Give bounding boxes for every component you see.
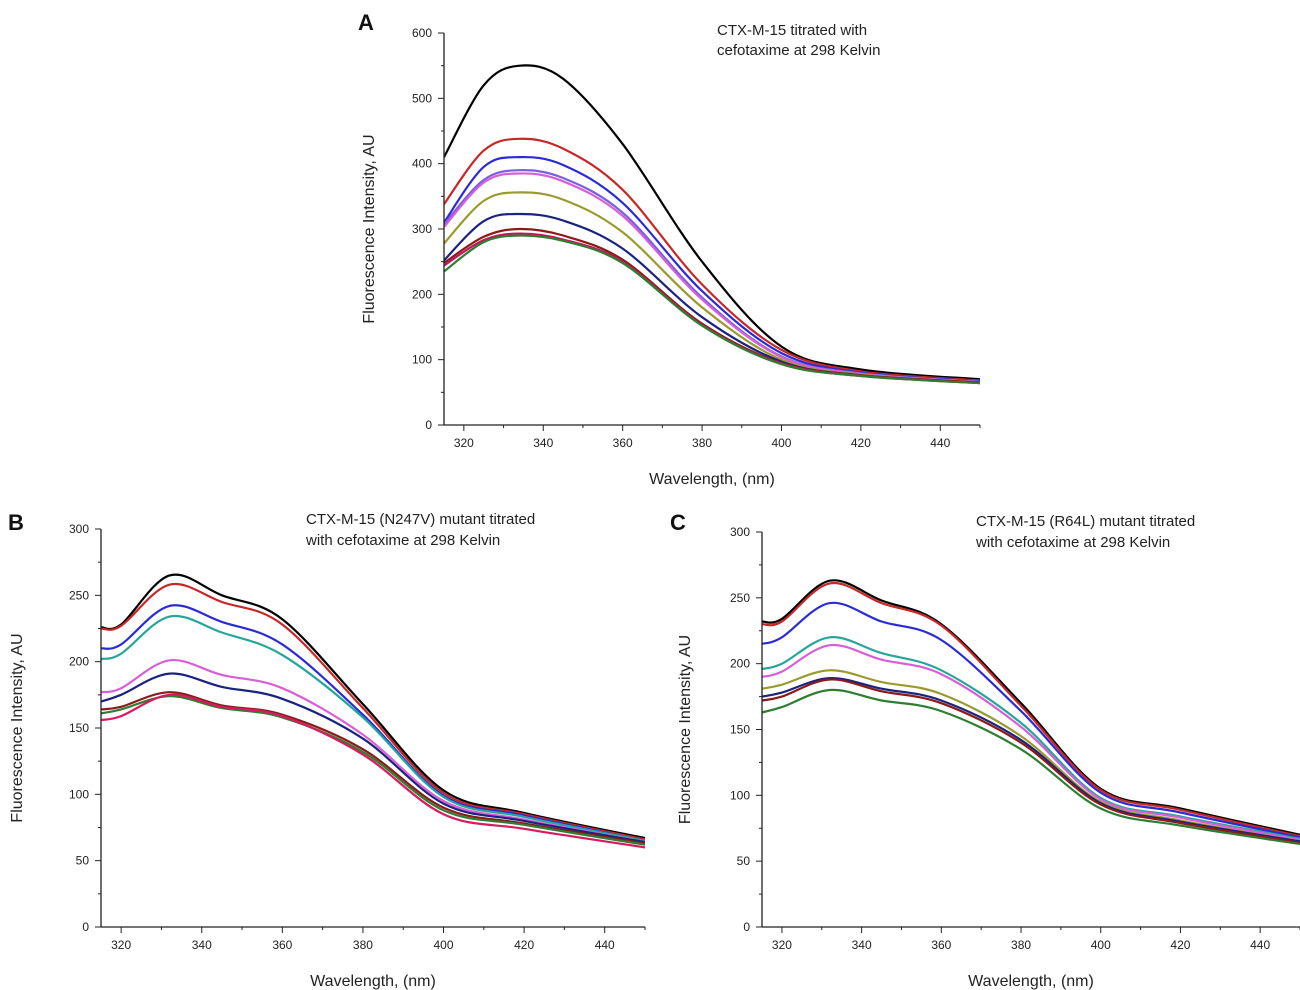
x-axis-title: Wavelength, (nm) [310,973,436,990]
x-tick-label: 400 [1091,938,1111,952]
y-axis-title: Fluorescence Intensity, AU [361,134,378,323]
series-group [444,64,980,385]
series-line-3 [444,155,980,383]
x-tick-label: 380 [353,938,373,952]
y-tick-label: 250 [69,588,89,602]
y-tick-label: 250 [730,591,750,605]
y-tick-label: 600 [412,26,432,40]
panel-annotation: CTX-M-15 titrated with [717,22,867,39]
y-tick-label: 400 [412,157,432,171]
y-tick-label: 300 [730,525,750,539]
x-tick-label: 400 [434,938,454,952]
y-tick-label: 300 [412,222,432,236]
chart-panel-b: 320 340 360 380 400 420 440 0 50 100 150 200 250 300 W… [8,510,646,990]
y-axis-title: Fluorescence Intensity, AU [9,633,26,822]
x-tick-label: 420 [514,938,534,952]
series-line-3 [762,601,1300,839]
x-tick-label: 380 [1011,938,1031,952]
series-line-1 [444,64,980,381]
x-axis-title: Wavelength, (nm) [968,973,1094,990]
y-tick-label: 100 [69,787,89,801]
y-tick-label: 100 [412,353,432,367]
series-line-5 [444,172,980,383]
y-tick-label: 200 [730,657,750,671]
y-tick-label: 150 [730,723,750,737]
x-tick-label: 420 [1170,938,1190,952]
series-line-5 [101,659,645,844]
y-axis-title: Fluorescence Intensity, AU [677,635,694,824]
series-line-3 [101,604,645,842]
series-line-7 [762,676,1300,843]
series-line-10 [444,234,980,385]
panel-annotation: CTX-M-15 (R64L) mutant titrated [976,513,1195,530]
y-tick-label: 0 [425,418,432,432]
series-line-2 [101,582,645,841]
series-line-4 [444,169,980,383]
y-tick-label: 200 [69,655,89,669]
panel-annotation: cefotaxime at 298 Kelvin [717,42,880,59]
y-tick-label: 0 [82,920,89,934]
series-line-4 [762,636,1300,840]
x-tick-label: 360 [272,938,292,952]
x-tick-label: 320 [454,436,474,450]
y-tick-label: 50 [737,854,751,868]
panel-annotation: CTX-M-15 (N247V) mutant titrated [306,511,535,528]
series-line-2 [444,137,980,382]
panel-letter: A [358,10,374,35]
panel-annotation: with cefotaxime at 298 Kelvin [305,532,500,549]
x-tick-label: 360 [931,938,951,952]
y-tick-label: 300 [69,522,89,536]
series-group [762,579,1300,846]
x-tick-label: 420 [851,436,871,450]
series-line-9 [101,693,645,849]
y-tick-label: 50 [76,854,90,868]
x-tick-label: 440 [595,938,615,952]
chart-panel-a: 320 340 360 380 400 420 440 0 100 200 300 400 500 600… [358,10,981,488]
x-axis-title: Wavelength, (nm) [649,471,775,488]
series-line-6 [762,669,1300,843]
series-line-2 [762,581,1300,838]
series-group [101,573,645,849]
series-line-5 [762,643,1300,842]
series-line-8 [762,678,1300,844]
series-line-1 [101,573,645,840]
series-line-7 [444,212,980,384]
y-tick-label: 200 [412,287,432,301]
panel-letter: B [8,510,24,535]
chart-panel-c: 320 340 360 380 400 420 440 0 50 100 150 200 250 300 W… [670,510,1300,990]
series-line-6 [101,672,645,844]
x-tick-label: 340 [533,436,553,450]
series-line-9 [762,688,1300,846]
y-tick-label: 500 [412,91,432,105]
x-tick-label: 440 [930,436,950,450]
y-tick-label: 150 [69,721,89,735]
panel-letter: C [670,510,686,535]
y-tick-label: 0 [743,920,750,934]
panel-annotation: with cefotaxime at 298 Kelvin [975,534,1170,551]
series-line-7 [101,691,645,845]
x-tick-label: 320 [772,938,792,952]
x-tick-label: 380 [692,436,712,450]
y-tick-label: 100 [730,788,750,802]
series-line-1 [762,579,1300,836]
x-tick-label: 400 [771,436,791,450]
x-tick-label: 340 [192,938,212,952]
x-tick-label: 440 [1250,938,1270,952]
series-line-6 [444,191,980,384]
x-tick-label: 320 [111,938,131,952]
x-tick-label: 340 [852,938,872,952]
x-tick-label: 360 [613,436,633,450]
series-line-4 [101,614,645,842]
